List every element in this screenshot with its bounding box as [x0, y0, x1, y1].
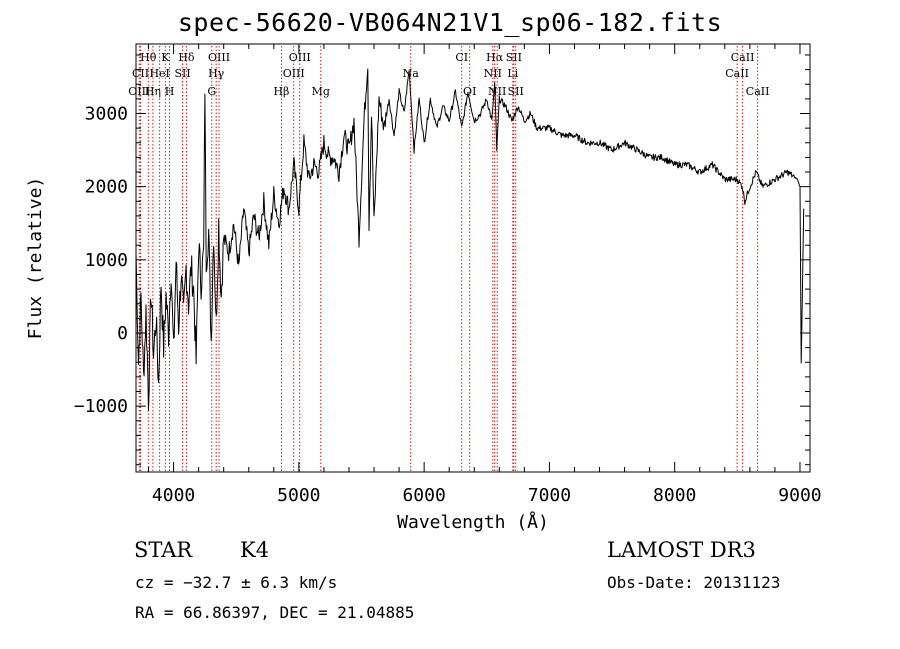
line-marker-label: CaII	[725, 67, 749, 80]
x-tick-label: 4000	[152, 485, 195, 506]
line-marker-label: Hη	[145, 85, 161, 98]
subclass-label: K4	[240, 538, 270, 562]
line-marker-label: Hγ	[208, 67, 225, 80]
x-tick-label: 9000	[778, 485, 821, 506]
line-marker-label: Na	[403, 67, 420, 80]
x-tick-label: 5000	[277, 485, 320, 506]
spectrum-series	[135, 68, 805, 412]
line-marker-label: SII	[508, 85, 524, 98]
line-marker-label: Hβ	[273, 85, 289, 98]
line-marker-label: CII	[132, 67, 149, 80]
line-marker-label: H	[165, 85, 175, 98]
spectrum-line	[135, 68, 805, 412]
y-axis-label: Flux (relative)	[25, 177, 46, 340]
line-marker-label: OIII	[289, 51, 311, 64]
axis-ticks	[136, 44, 810, 472]
line-marker-label: G	[207, 85, 216, 98]
line-marker-label: NII	[484, 67, 502, 80]
line-marker-label: K	[161, 51, 170, 64]
class-label: STAR	[134, 538, 193, 562]
line-marker-label: Mg	[312, 85, 330, 98]
coordinates-label: RA = 66.86397, DEC = 21.04885	[135, 603, 415, 622]
line-marker-label: OIII	[128, 85, 150, 98]
line-marker-label: Li	[507, 67, 518, 80]
line-marker-label: SII	[174, 67, 190, 80]
line-marker-label: CaII	[746, 85, 770, 98]
line-marker-label: Hα	[486, 51, 504, 64]
chart-title: spec-56620-VB064N21V1_sp06-182.fits	[177, 8, 723, 37]
line-marker-label: Hδ	[178, 51, 195, 64]
obs-date-label: Obs-Date: 20131123	[607, 573, 781, 592]
line-marker-label: SII	[506, 51, 522, 64]
y-tick-label: −1000	[74, 396, 128, 417]
x-tick-label: 6000	[402, 485, 445, 506]
y-tick-label: 1000	[85, 250, 128, 271]
line-marker-label: Hθ	[140, 51, 157, 64]
line-marker-label: OI	[463, 85, 476, 98]
line-marker-label: HeI	[149, 67, 169, 80]
y-tick-label: 0	[117, 323, 128, 344]
line-marker-label: OIII	[283, 67, 305, 80]
x-tick-label: 8000	[653, 485, 696, 506]
x-tick-label: 7000	[528, 485, 571, 506]
y-tick-label: 3000	[85, 104, 128, 125]
line-marker-label: OIII	[208, 51, 230, 64]
x-axis-label: Wavelength (Å)	[397, 511, 549, 533]
survey-label: LAMOST DR3	[607, 538, 756, 562]
redshift-label: cz = −32.7 ± 6.3 km/s	[135, 573, 338, 592]
line-marker-label: NII	[488, 85, 506, 98]
line-marker-label: CI	[455, 51, 468, 64]
plot-frame	[135, 43, 811, 473]
y-tick-label: 2000	[85, 177, 128, 198]
line-marker-label: CaII	[731, 51, 755, 64]
axis-labels: 4000 5000 6000 7000 8000 9000 −1000 0 1000 2000 30…	[25, 104, 822, 533]
